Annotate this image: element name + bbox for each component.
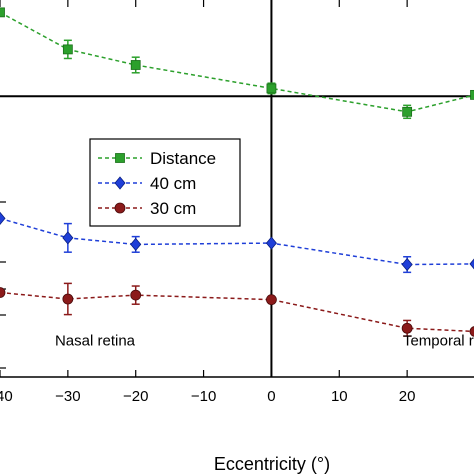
region-label: Nasal retina (55, 333, 136, 350)
legend-marker (114, 202, 126, 214)
region-label: Temporal retina (403, 333, 474, 350)
data-point (0, 287, 6, 298)
series-group (0, 7, 474, 337)
data-point (0, 7, 5, 18)
legend-marker (115, 153, 125, 163)
data-point (130, 237, 142, 252)
data-point (62, 44, 73, 55)
data-point (265, 236, 277, 250)
data-point (130, 289, 142, 301)
data-point (401, 257, 413, 272)
data-point (62, 293, 74, 305)
data-point (62, 231, 74, 245)
data-point (266, 83, 277, 94)
legend-label: 40 cm (150, 174, 196, 193)
x-tick-label: −40 (0, 388, 13, 405)
series-line (0, 217, 474, 266)
data-point (0, 211, 6, 226)
plot-area (0, 0, 474, 378)
series-line (0, 291, 474, 333)
legend-label: Distance (150, 149, 216, 168)
chart-text-layer: −40 −30 −20 −10 0 10 20 Distance 40 cm 30 cm Nasal… (0, 149, 474, 474)
series-line (0, 11, 474, 113)
data-point (469, 326, 474, 337)
data-point (266, 294, 277, 306)
x-axis-label: Eccentricity (°) (214, 454, 330, 474)
legend-label: 30 cm (150, 199, 196, 218)
data-point (402, 106, 413, 117)
x-tick-label: 0 (267, 388, 275, 405)
x-tick-label: −20 (123, 388, 148, 405)
data-point (401, 322, 413, 334)
x-tick-label: 10 (331, 388, 348, 405)
data-point (470, 89, 474, 100)
x-tick-label: 20 (399, 388, 416, 405)
data-point (130, 60, 141, 70)
x-tick-label: −10 (191, 388, 216, 405)
data-point (469, 258, 474, 270)
x-tick-label: −30 (55, 388, 80, 405)
legend-marker (114, 176, 126, 190)
